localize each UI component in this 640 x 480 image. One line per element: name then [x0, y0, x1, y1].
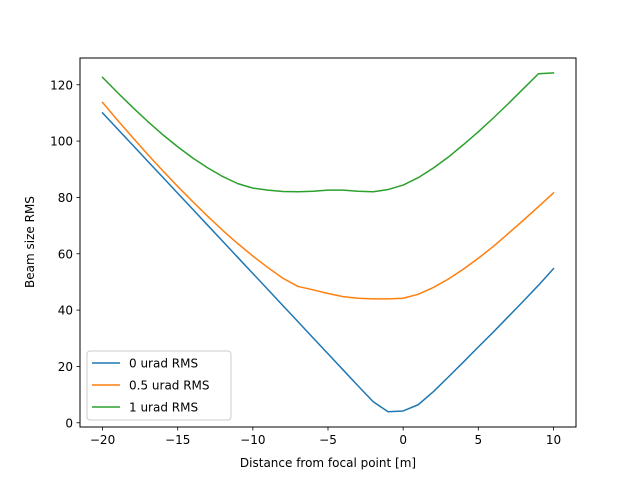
legend-label-0: 0 urad RMS	[129, 357, 198, 371]
x-tick-label: 5	[474, 433, 482, 447]
series-line-0	[101, 111, 555, 413]
x-tick-label: −15	[165, 433, 190, 447]
series-line-1	[101, 101, 555, 300]
x-tick-label: −10	[240, 433, 265, 447]
series-line-2	[101, 72, 555, 193]
legend: 0 urad RMS 0.5 urad RMS 1 urad RMS	[86, 350, 232, 421]
x-tick-label: 10	[546, 433, 561, 447]
y-tick-label: 80	[58, 191, 73, 205]
y-tick-label: 40	[58, 304, 73, 318]
y-tick-label: 0	[65, 416, 73, 430]
x-tick-label: −20	[90, 433, 115, 447]
legend-box	[86, 350, 232, 421]
x-axis-label: Distance from focal point [m]	[240, 456, 416, 470]
x-tick-label: −5	[319, 433, 337, 447]
y-tick-label: 120	[50, 78, 73, 92]
y-axis: 0 20 40 60 80 100 120	[50, 78, 80, 430]
x-tick-label: 0	[399, 433, 407, 447]
legend-label-2: 1 urad RMS	[129, 401, 198, 415]
legend-label-1: 0.5 urad RMS	[129, 379, 210, 393]
x-axis: −20 −15 −10 −5 0 5 10	[90, 427, 561, 447]
y-tick-label: 20	[58, 360, 73, 374]
y-tick-label: 60	[58, 247, 73, 261]
y-tick-label: 100	[50, 135, 73, 149]
plot-lines	[101, 72, 555, 413]
y-axis-label: Beam size RMS	[23, 196, 37, 288]
